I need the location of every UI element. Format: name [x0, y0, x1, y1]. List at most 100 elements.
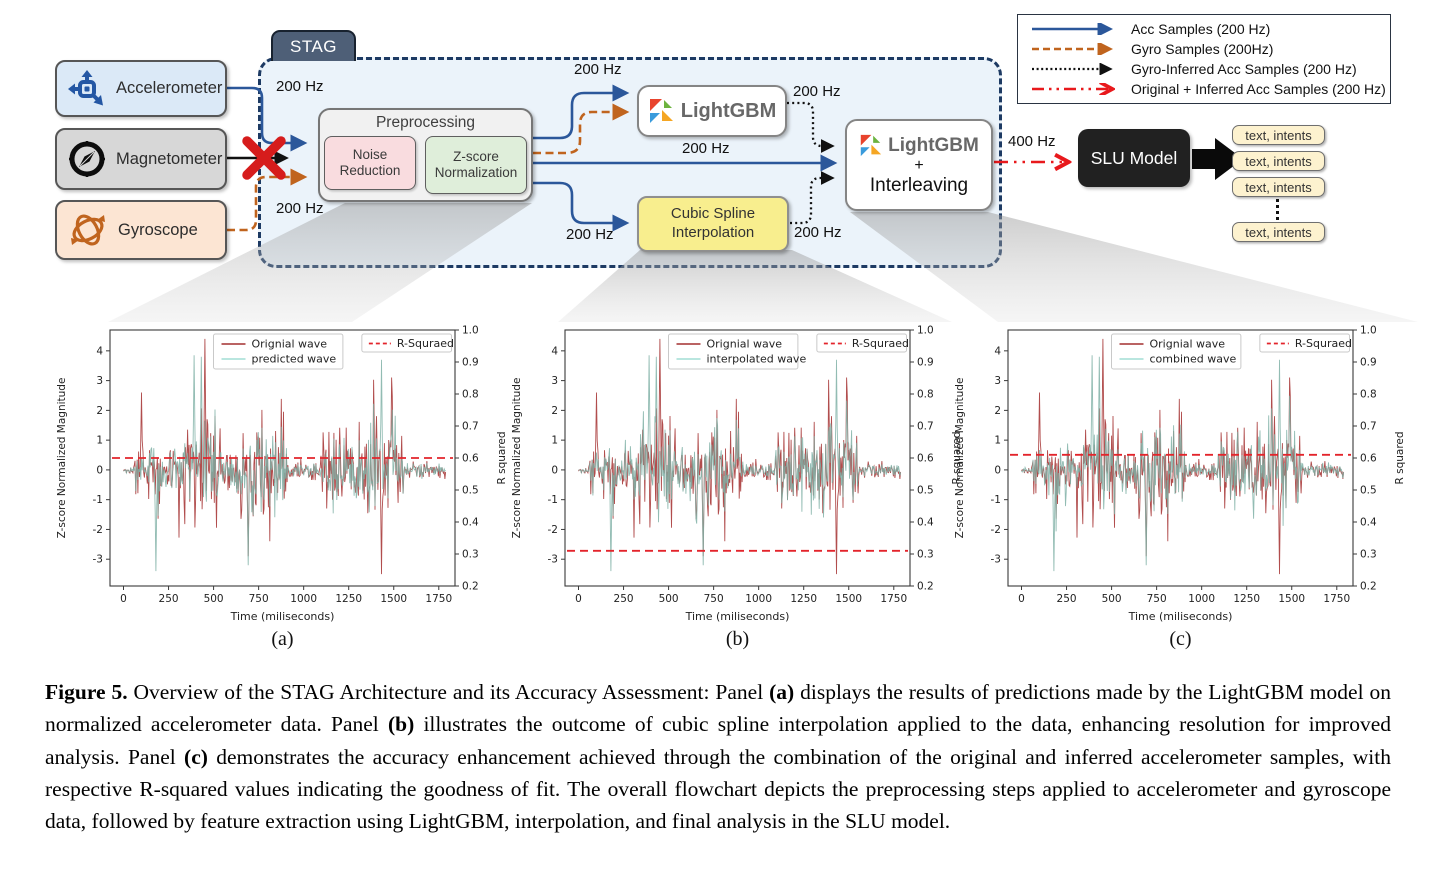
legend-label-second: predicted wave [252, 353, 337, 366]
rate-label-cubic-in: 200 Hz [566, 226, 614, 243]
lightgbm-logo-icon [860, 134, 882, 157]
series-legend [1111, 333, 1242, 370]
x-tick-label: 500 [1102, 593, 1122, 605]
y-left-tick-label: 3 [994, 375, 1001, 387]
r-legend [361, 333, 453, 353]
y-right-tick-label: 0.4 [917, 517, 934, 529]
x-tick-label: 1750 [880, 593, 907, 605]
legend-label-second: interpolated wave [707, 353, 807, 366]
waveform-chart-c: 0 250 500 750 1000 1250 1500 1750 4 3 2 1 0 -1 -2 -3 1.0… [954, 325, 1406, 651]
gyro-line-sample-icon [1032, 43, 1114, 55]
y-left-tick-label: 2 [994, 405, 1001, 417]
y-right-tick-label: 0.5 [1360, 485, 1377, 497]
series-second [123, 355, 446, 572]
legend-label-r: R-Squraed [1295, 337, 1352, 350]
x-tick-label: 0 [575, 593, 582, 605]
y-left-tick-label: 2 [551, 405, 558, 417]
magnetometer-icon [69, 141, 105, 177]
legend-label-r: R-Squraed [852, 337, 909, 350]
x-tick-label: 1750 [1323, 593, 1350, 605]
output-text-intents-4: text, intents [1232, 222, 1325, 242]
x-tick-label: 1750 [425, 593, 452, 605]
noise-reduction-box: Noise Reduction [324, 136, 416, 190]
y-right-tick-label: 0.6 [1360, 453, 1377, 465]
r-legend [1259, 333, 1351, 353]
series-second [1021, 355, 1345, 572]
y-left-tick-label: 4 [551, 345, 558, 357]
y-left-tick-label: -2 [548, 524, 558, 536]
x-tick-label: 500 [659, 593, 679, 605]
x-tick-label: 1000 [290, 593, 317, 605]
y-right-tick-label: 0.4 [462, 517, 479, 529]
x-axis-label: Time (miliseconds) [230, 610, 335, 623]
legend-label-r: R-Squraed [397, 337, 454, 350]
series-legend [668, 333, 799, 370]
y-right-tick-label: 0.8 [1360, 389, 1377, 401]
legend-label-second: combined wave [1150, 353, 1237, 366]
x-tick-label: 1250 [335, 593, 362, 605]
panel-label: (a) [271, 628, 293, 650]
y-right-tick-label: 0.5 [917, 485, 934, 497]
x-axis-label: Time (miliseconds) [685, 610, 790, 623]
waveform-chart-a: 0 250 500 750 1000 1250 1500 1750 4 3 2 1 0 -1 -2 -3 1.0… [56, 325, 508, 651]
y-left-tick-label: -3 [991, 554, 1001, 566]
stag-label: STAG [271, 30, 356, 61]
y-axis-right-label: R squared [496, 431, 508, 484]
y-right-tick-label: 0.6 [462, 453, 479, 465]
chart-panel-c: 0 250 500 750 1000 1250 1500 1750 4 3 2 1 0 -1 -2 -3 1.0… [950, 318, 1410, 653]
legend-item-gyro: Gyro Samples (200Hz) [1030, 40, 1390, 59]
y-right-tick-label: 0.2 [1360, 581, 1377, 593]
rate-label-lgbm-in: 200 Hz [574, 61, 622, 78]
y-axis-left-label: Z-score Normalized Magnitude [56, 378, 68, 539]
y-left-tick-label: -3 [548, 554, 558, 566]
y-axis-left-label: Z-score Normalized Magnitude [511, 378, 523, 539]
x-tick-label: 250 [159, 593, 179, 605]
x-tick-label: 500 [204, 593, 224, 605]
y-left-tick-label: -2 [991, 524, 1001, 536]
sensor-magnetometer-label: Magnetometer [116, 149, 223, 168]
y-left-tick-label: -3 [93, 554, 103, 566]
y-axis-left-label: Z-score Normalized Magnitude [954, 378, 966, 539]
y-left-tick-label: 0 [551, 464, 558, 476]
cubic-spline-box: Cubic Spline Interpolation [637, 196, 789, 252]
y-right-tick-label: 0.6 [917, 453, 934, 465]
series-legend [213, 333, 344, 370]
x-tick-label: 750 [704, 593, 724, 605]
x-tick-label: 1500 [380, 593, 407, 605]
lightgbm-interleaving-box: LightGBM + Interleaving [845, 119, 993, 211]
y-left-tick-label: 3 [551, 375, 558, 387]
rate-label-acc-in: 200 Hz [276, 78, 324, 95]
y-left-tick-label: 1 [994, 435, 1001, 447]
series-second [578, 355, 902, 572]
zscore-normalization-box: Z-score Normalization [425, 136, 527, 194]
flow-legend: Acc Samples (200 Hz) Gyro Samples (200Hz… [1017, 14, 1391, 104]
panel-label: (c) [1169, 628, 1191, 650]
preprocessing-box: Preprocessing Noise Reduction Z-score No… [318, 108, 533, 202]
y-right-tick-label: 0.8 [917, 389, 934, 401]
rate-label-lgbm-out: 200 Hz [793, 83, 841, 100]
output-text-intents-2: text, intents [1232, 151, 1325, 171]
interleaving-row3: Interleaving [869, 174, 969, 196]
outputs-ellipsis-dots [1276, 199, 1279, 220]
y-right-tick-label: 0.3 [462, 549, 479, 561]
y-left-tick-label: -1 [93, 494, 103, 506]
x-tick-label: 1500 [835, 593, 862, 605]
y-right-tick-label: 1.0 [462, 325, 479, 337]
x-tick-label: 250 [614, 593, 634, 605]
sensor-gyroscope-label: Gyroscope [118, 220, 198, 239]
legend-item-acc: Acc Samples (200 Hz) [1030, 20, 1390, 39]
lightgbm-label: LightGBM [680, 99, 777, 122]
rate-label-cubic-out: 200 Hz [794, 224, 842, 241]
y-left-tick-label: 4 [96, 345, 103, 357]
y-left-tick-label: 2 [96, 405, 103, 417]
r-legend [816, 333, 908, 353]
y-left-tick-label: 0 [96, 464, 103, 476]
rate-label-gyro-in: 200 Hz [276, 200, 324, 217]
y-right-tick-label: 0.7 [462, 421, 479, 433]
rate-label-slu-in: 400 Hz [1008, 133, 1056, 150]
figure-caption: Figure 5. Overview of the STAG Architect… [45, 680, 1391, 833]
y-left-tick-label: -1 [548, 494, 558, 506]
x-axis-label: Time (miliseconds) [1128, 610, 1233, 623]
accelerometer-icon [68, 69, 103, 105]
y-right-tick-label: 0.7 [917, 421, 934, 433]
